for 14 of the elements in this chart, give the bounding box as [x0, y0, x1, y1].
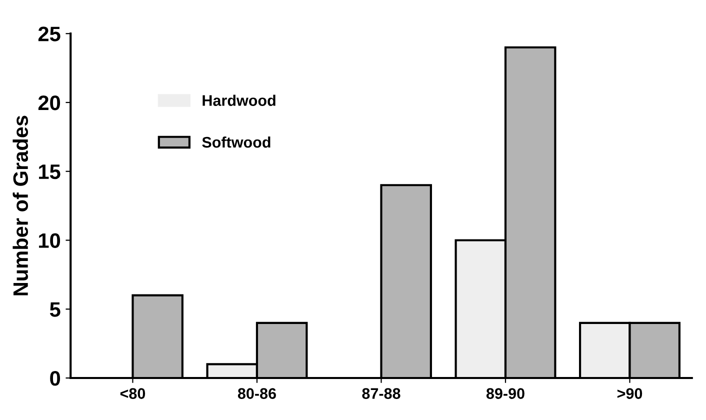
- x-tick-label: 89-90: [486, 388, 524, 399]
- x-tick-label: >90: [617, 388, 642, 399]
- y-tick-label: 10: [39, 233, 60, 248]
- y-tick-label: 20: [38, 95, 60, 110]
- x-tick-label: <80: [120, 388, 146, 399]
- y-tick-label: 0: [50, 371, 60, 386]
- y-tick-label: 25: [38, 26, 60, 42]
- legend-label: Softwood: [202, 136, 270, 148]
- legend-label: Hardwood: [202, 94, 276, 106]
- y-axis-title: Number of Grades: [12, 116, 28, 296]
- x-tick-label: 87-88: [362, 388, 400, 399]
- y-tick-label: 5: [50, 302, 60, 317]
- y-tick-label: 15: [39, 164, 60, 180]
- x-tick-label: 80-86: [238, 388, 276, 399]
